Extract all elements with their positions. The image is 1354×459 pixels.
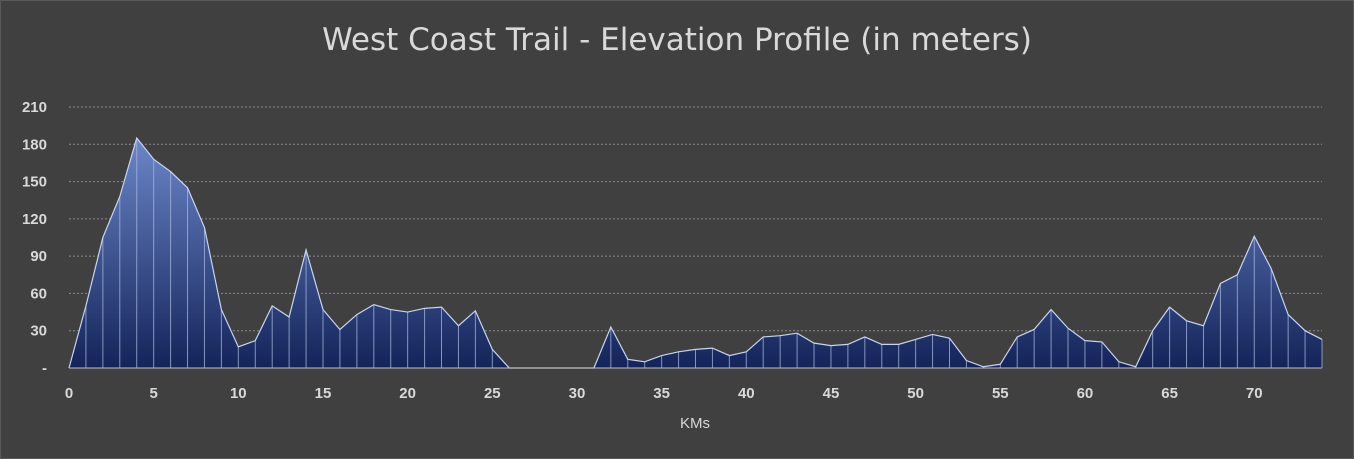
y-tick-label: 60	[30, 285, 47, 302]
y-tick-label: 150	[22, 174, 47, 191]
y-tick-label: -	[42, 360, 47, 377]
x-tick-label: 65	[1161, 385, 1178, 402]
y-tick-label: 210	[22, 99, 47, 116]
x-tick-label: 0	[65, 385, 73, 402]
x-tick-label: 35	[653, 385, 670, 402]
x-tick-label: 60	[1077, 385, 1094, 402]
y-tick-label: 120	[22, 211, 47, 228]
y-tick-label: 90	[30, 248, 47, 265]
x-tick-label: 10	[230, 385, 247, 402]
x-tick-label: 15	[315, 385, 332, 402]
x-tick-label: 5	[149, 385, 157, 402]
y-tick-label: 180	[22, 136, 47, 153]
x-tick-label: 40	[738, 385, 755, 402]
elevation-area	[69, 138, 1322, 368]
x-tick-label: 55	[992, 385, 1009, 402]
x-tick-label: 30	[569, 385, 586, 402]
y-tick-label: 30	[30, 323, 47, 340]
x-tick-label: 50	[907, 385, 924, 402]
elevation-line	[68, 136, 1323, 369]
x-tick-label: 20	[399, 385, 416, 402]
x-axis-label: KMs	[680, 415, 710, 432]
x-tick-label: 25	[484, 385, 501, 402]
x-tick-label: 70	[1246, 385, 1263, 402]
chart-title: West Coast Trail - Elevation Profile (in…	[322, 22, 1032, 58]
x-tick-label: 45	[823, 385, 840, 402]
